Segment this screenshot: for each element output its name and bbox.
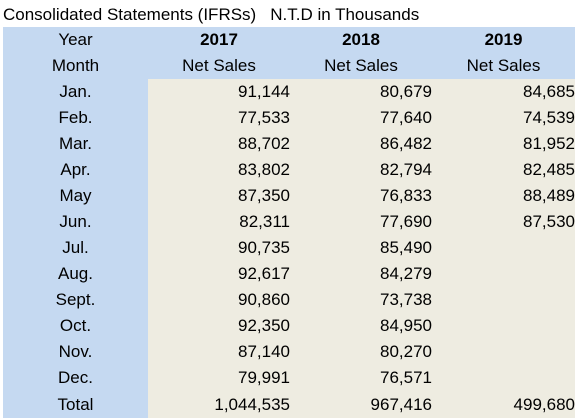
year-2017-header: 2017: [148, 27, 290, 53]
metric-header-row: Month Net Sales Net Sales Net Sales: [3, 53, 575, 79]
caption-unit: N.T.D in Thousands: [270, 5, 420, 24]
month-cell: Oct.: [3, 313, 148, 339]
net-sales-cell: [432, 365, 575, 391]
net-sales-cell: 87,140: [148, 339, 290, 365]
net-sales-cell: 80,679: [290, 79, 432, 105]
net-sales-cell: 87,530: [432, 209, 575, 235]
net-sales-cell: 83,802: [148, 157, 290, 183]
caption-title: Consolidated Statements (IFRSs): [3, 5, 257, 24]
table-row: Apr. 83,802 82,794 82,485: [3, 157, 575, 183]
month-cell: Feb.: [3, 105, 148, 131]
net-sales-cell: 88,489: [432, 183, 575, 209]
net-sales-cell: [432, 339, 575, 365]
month-cell: Sept.: [3, 287, 148, 313]
net-sales-cell: 77,640: [290, 105, 432, 131]
table-row: Jan. 91,144 80,679 84,685: [3, 79, 575, 105]
table-row: May 87,350 76,833 88,489: [3, 183, 575, 209]
net-sales-cell: [432, 313, 575, 339]
month-cell: Jan.: [3, 79, 148, 105]
table-row: Nov. 87,140 80,270: [3, 339, 575, 365]
table-row: Mar. 88,702 86,482 81,952: [3, 131, 575, 157]
net-sales-cell: 79,991: [148, 365, 290, 391]
month-cell: Dec.: [3, 365, 148, 391]
table-caption: Consolidated Statements (IFRSs) N.T.D in …: [0, 0, 575, 27]
net-sales-cell: 76,833: [290, 183, 432, 209]
net-sales-cell: 77,533: [148, 105, 290, 131]
net-sales-cell: 88,702: [148, 131, 290, 157]
net-sales-cell: [432, 261, 575, 287]
total-label: Total: [3, 391, 148, 418]
month-cell: Mar.: [3, 131, 148, 157]
year-2019-header: 2019: [432, 27, 575, 53]
table-row: Sept. 90,860 73,738: [3, 287, 575, 313]
net-sales-cell: 82,311: [148, 209, 290, 235]
metric-2017-header: Net Sales: [148, 53, 290, 79]
net-sales-cell: 80,270: [290, 339, 432, 365]
net-sales-cell: 84,685: [432, 79, 575, 105]
total-2017: 1,044,535: [148, 391, 290, 418]
net-sales-cell: 74,539: [432, 105, 575, 131]
month-rows: Jan. 91,144 80,679 84,685 Feb. 77,533 77,640 74…: [3, 79, 575, 391]
month-cell: Apr.: [3, 157, 148, 183]
total-2019: 499,680: [432, 391, 575, 418]
table-row: Oct. 92,350 84,950: [3, 313, 575, 339]
total-2018: 967,416: [290, 391, 432, 418]
net-sales-cell: [432, 235, 575, 261]
table-row: Dec. 79,991 76,571: [3, 365, 575, 391]
month-cell: Nov.: [3, 339, 148, 365]
table-row: Feb. 77,533 77,640 74,539: [3, 105, 575, 131]
table-row: Jun. 82,311 77,690 87,530: [3, 209, 575, 235]
net-sales-cell: 82,794: [290, 157, 432, 183]
net-sales-cell: 84,279: [290, 261, 432, 287]
net-sales-cell: 90,860: [148, 287, 290, 313]
net-sales-cell: 87,350: [148, 183, 290, 209]
table-row: Aug. 92,617 84,279: [3, 261, 575, 287]
net-sales-cell: 85,490: [290, 235, 432, 261]
metric-2019-header: Net Sales: [432, 53, 575, 79]
month-cell: May: [3, 183, 148, 209]
month-cell: Jul.: [3, 235, 148, 261]
net-sales-cell: 77,690: [290, 209, 432, 235]
month-cell: Aug.: [3, 261, 148, 287]
net-sales-cell: 92,617: [148, 261, 290, 287]
metric-2018-header: Net Sales: [290, 53, 432, 79]
net-sales-cell: 91,144: [148, 79, 290, 105]
net-sales-cell: [432, 287, 575, 313]
net-sales-cell: 90,735: [148, 235, 290, 261]
month-label: Month: [3, 53, 148, 79]
month-cell: Jun.: [3, 209, 148, 235]
net-sales-cell: 86,482: [290, 131, 432, 157]
net-sales-cell: 73,738: [290, 287, 432, 313]
net-sales-cell: 76,571: [290, 365, 432, 391]
year-label: Year: [3, 27, 148, 53]
year-2018-header: 2018: [290, 27, 432, 53]
year-header-row: Year 2017 2018 2019: [3, 27, 575, 53]
net-sales-cell: 84,950: [290, 313, 432, 339]
table-row: Jul. 90,735 85,490: [3, 235, 575, 261]
net-sales-cell: 81,952: [432, 131, 575, 157]
net-sales-cell: 82,485: [432, 157, 575, 183]
total-row: Total 1,044,535 967,416 499,680: [3, 391, 575, 418]
net-sales-cell: 92,350: [148, 313, 290, 339]
net-sales-table: Year 2017 2018 2019 Month Net Sales Net …: [3, 27, 575, 418]
